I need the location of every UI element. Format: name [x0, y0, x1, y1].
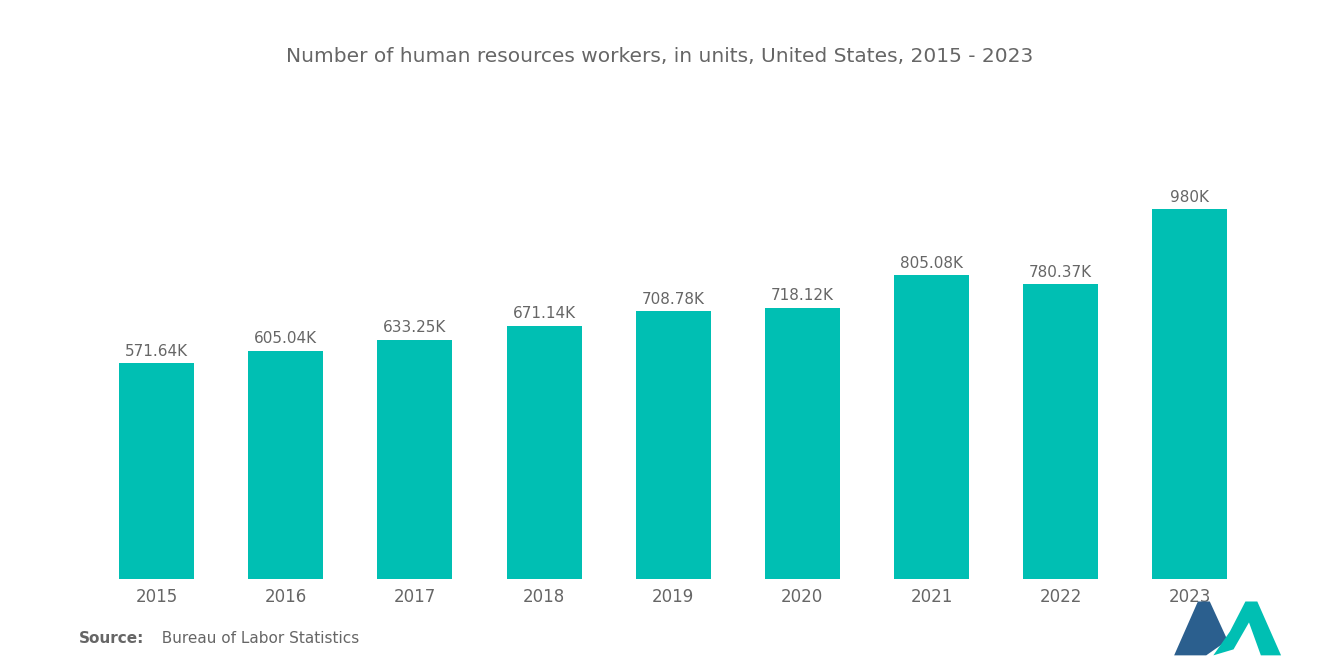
Bar — [119, 363, 194, 579]
Text: 605.04K: 605.04K — [255, 331, 317, 346]
Bar — [1023, 285, 1098, 579]
Bar — [636, 311, 710, 579]
Text: Bureau of Labor Statistics: Bureau of Labor Statistics — [152, 631, 359, 646]
Text: Source:: Source: — [79, 631, 145, 646]
Bar — [248, 350, 323, 579]
Bar — [1152, 209, 1228, 579]
Polygon shape — [1213, 601, 1280, 656]
Text: 633.25K: 633.25K — [383, 321, 446, 335]
Bar — [764, 308, 840, 579]
Bar — [894, 275, 969, 579]
Text: 708.78K: 708.78K — [642, 292, 705, 307]
Bar — [378, 340, 453, 579]
Text: 571.64K: 571.64K — [125, 344, 189, 358]
Bar — [507, 326, 582, 579]
Polygon shape — [1175, 601, 1228, 656]
Text: 980K: 980K — [1171, 190, 1209, 205]
Text: 671.14K: 671.14K — [512, 306, 576, 321]
Text: 718.12K: 718.12K — [771, 289, 834, 303]
Text: Number of human resources workers, in units, United States, 2015 - 2023: Number of human resources workers, in un… — [286, 47, 1034, 66]
Text: 805.08K: 805.08K — [900, 255, 964, 271]
Text: 780.37K: 780.37K — [1030, 265, 1092, 280]
